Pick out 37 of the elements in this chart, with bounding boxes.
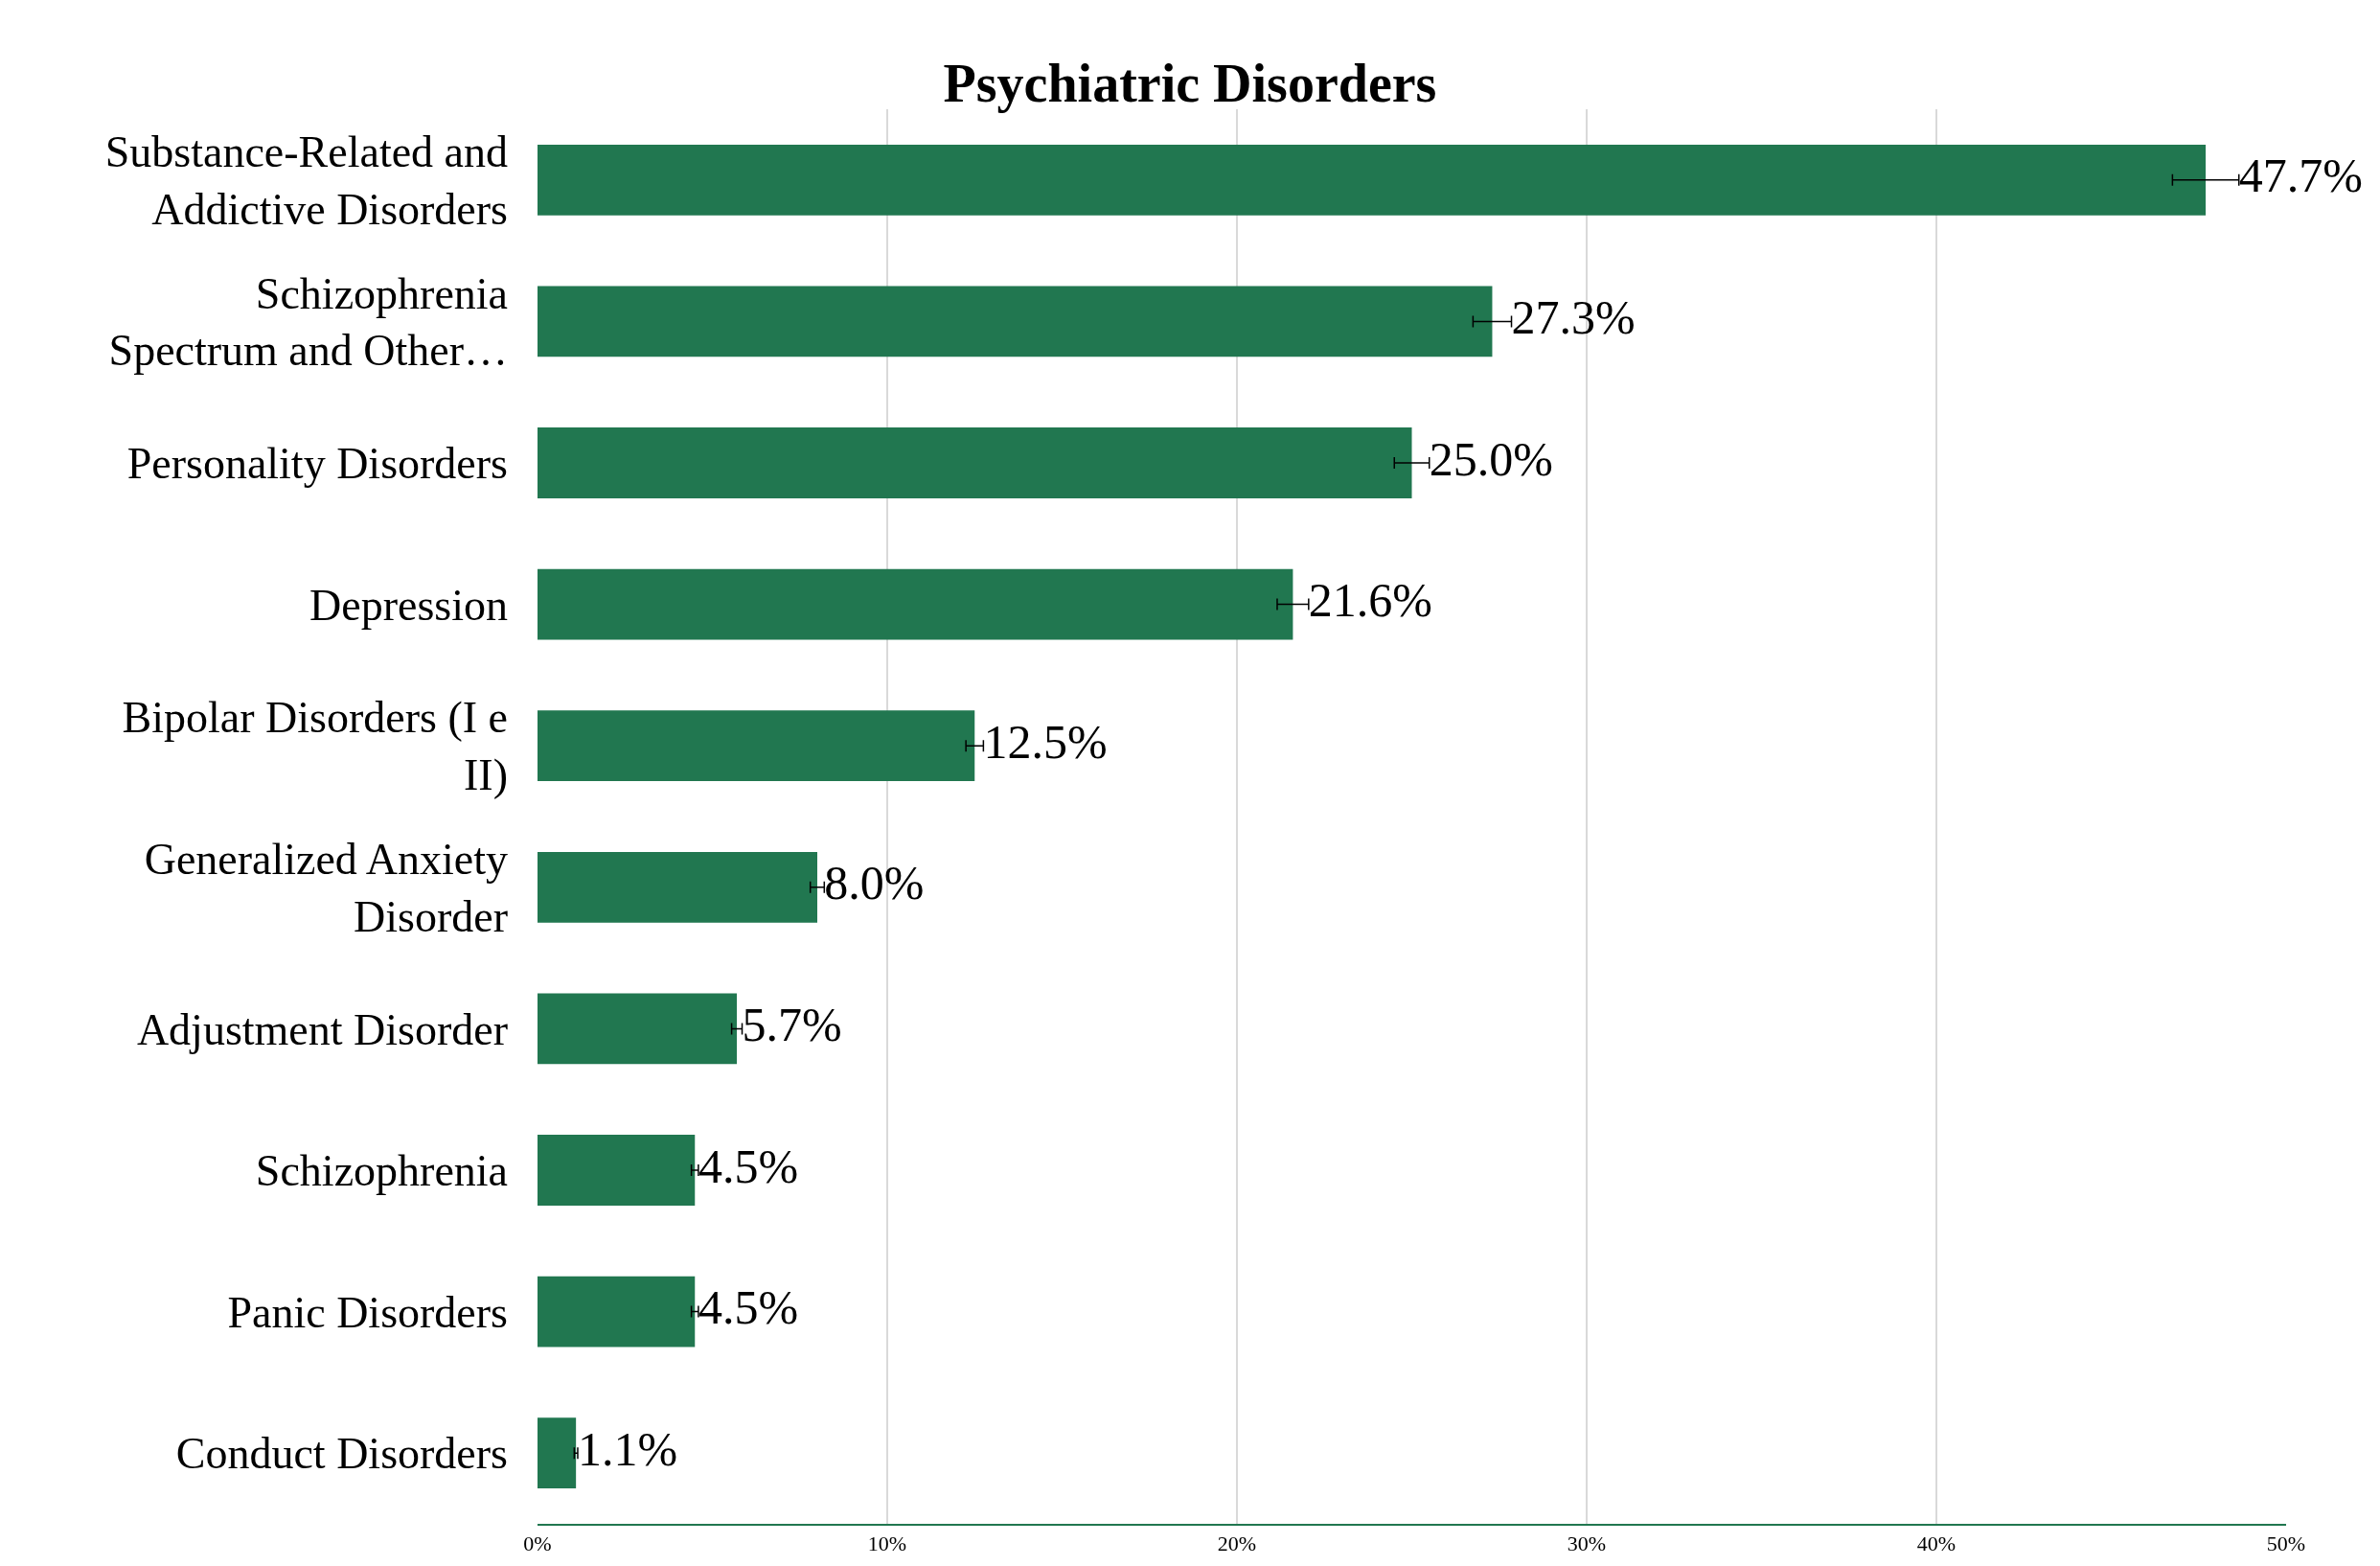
data-label: 47.7% bbox=[2238, 149, 2363, 203]
data-label: 25.0% bbox=[1429, 431, 1553, 486]
data-label: 1.1% bbox=[577, 1421, 678, 1476]
bar bbox=[538, 568, 1293, 640]
data-label: 21.6% bbox=[1308, 573, 1432, 628]
x-tick-label: 10% bbox=[867, 1531, 907, 1556]
data-label: 4.5% bbox=[698, 1280, 799, 1335]
bar bbox=[538, 851, 817, 923]
y-tick-label: Depression bbox=[309, 580, 508, 630]
data-label: 5.7% bbox=[742, 997, 842, 1051]
y-tick-label: Bipolar Disorders (I e II) bbox=[122, 693, 508, 800]
chart-title: Psychiatric Disorders bbox=[943, 54, 1437, 114]
bar bbox=[538, 1135, 696, 1206]
bar bbox=[538, 993, 738, 1065]
y-tick-label: Personality Disorders bbox=[126, 439, 508, 489]
bar bbox=[538, 427, 1412, 498]
y-tick-label: Panic Disorders bbox=[227, 1287, 508, 1337]
bar bbox=[538, 1276, 696, 1347]
x-tick-label: 20% bbox=[1217, 1531, 1257, 1556]
data-label: 12.5% bbox=[983, 714, 1108, 769]
bar bbox=[538, 144, 2207, 216]
x-tick-label: 50% bbox=[2266, 1531, 2306, 1556]
bar bbox=[538, 286, 1493, 357]
data-label: 4.5% bbox=[698, 1139, 799, 1193]
y-tick-label: Substance-Related and Addictive Disorders bbox=[104, 127, 508, 234]
data-label: 27.3% bbox=[1511, 289, 1636, 344]
bar bbox=[538, 710, 975, 782]
y-tick-label: Schizophrenia bbox=[255, 1146, 508, 1196]
y-tick-label: Conduct Disorders bbox=[175, 1429, 508, 1479]
y-tick-label: Adjustment Disorder bbox=[136, 1004, 508, 1054]
x-tick-label: 0% bbox=[523, 1531, 552, 1556]
y-tick-label: Schizophrenia Spectrum and Other… bbox=[108, 268, 508, 376]
y-tick-label: Generalized Anxiety Disorder bbox=[144, 835, 508, 941]
x-tick-label: 40% bbox=[1916, 1531, 1957, 1556]
data-label: 8.0% bbox=[824, 856, 925, 910]
bar bbox=[538, 1417, 577, 1489]
x-tick-label: 30% bbox=[1567, 1531, 1607, 1556]
